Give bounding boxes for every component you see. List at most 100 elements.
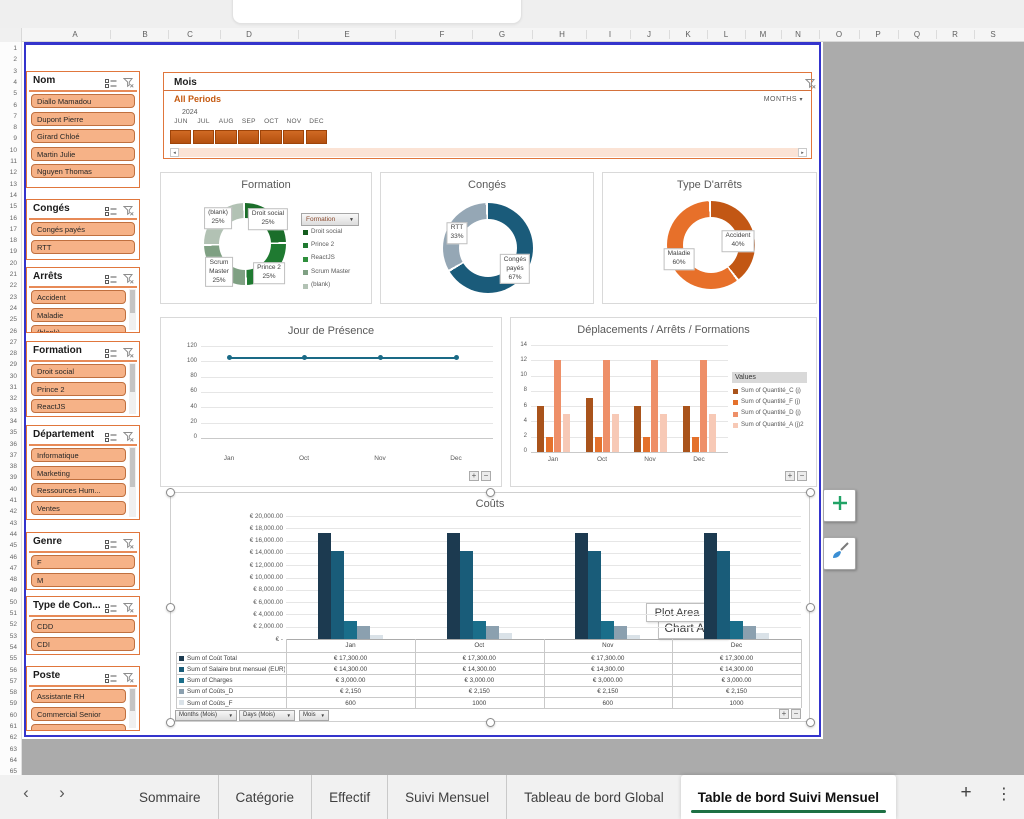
chart-zoom-in-button[interactable]: + <box>469 471 479 481</box>
clear-filter-icon[interactable] <box>122 203 134 216</box>
insert-button[interactable] <box>823 489 856 522</box>
row-header-59[interactable]: 59 <box>9 700 17 708</box>
slicer-scrollbar-thumb[interactable] <box>130 290 135 313</box>
multi-select-icon[interactable] <box>105 671 117 683</box>
row-header-22[interactable]: 22 <box>9 282 17 290</box>
slicer-item-partial[interactable]: (blank) <box>31 325 126 332</box>
selection-handle[interactable] <box>165 717 175 727</box>
column-header-E[interactable]: E <box>344 30 350 39</box>
column-header-P[interactable]: P <box>875 30 881 39</box>
selection-handle[interactable] <box>165 602 175 612</box>
row-header-13[interactable]: 13 <box>9 180 17 188</box>
multi-select-icon[interactable] <box>105 204 117 216</box>
row-header-51[interactable]: 51 <box>9 610 17 617</box>
row-header-31[interactable]: 31 <box>9 384 17 391</box>
slicer-scrollbar-thumb[interactable] <box>130 448 135 487</box>
row-header-54[interactable]: 54 <box>9 643 17 651</box>
slicer-scrollbar[interactable] <box>129 289 136 330</box>
slicer-item[interactable]: M <box>31 572 135 587</box>
column-header-I[interactable]: I <box>608 30 612 39</box>
multi-select-icon[interactable] <box>105 272 117 284</box>
column-header-H[interactable]: H <box>559 30 565 39</box>
row-header-45[interactable]: 45 <box>9 542 17 550</box>
multi-select-icon[interactable] <box>105 430 117 442</box>
column-header-B[interactable]: B <box>142 30 148 39</box>
slicer-item[interactable]: Informatique <box>31 448 126 462</box>
row-header-33[interactable]: 33 <box>9 406 17 414</box>
column-header-N[interactable]: N <box>795 30 801 39</box>
timeline-month-segment[interactable] <box>305 130 327 144</box>
slicer-item[interactable]: Congés payés <box>31 222 135 236</box>
row-header-46[interactable]: 46 <box>9 553 17 561</box>
timeline-month-segment[interactable] <box>237 130 260 144</box>
row-header-34[interactable]: 34 <box>9 417 17 425</box>
slicer-item[interactable]: Girard Chloé <box>31 129 135 143</box>
row-header-24[interactable]: 24 <box>9 304 17 312</box>
multi-select-icon[interactable] <box>105 601 117 613</box>
chart-panel-couts[interactable]: Coûts Chart Area Plot Area € 20,000.00 € … <box>170 492 810 722</box>
slicer-item[interactable]: F <box>31 555 135 569</box>
row-header-6[interactable]: 6 <box>13 101 17 109</box>
row-header-3[interactable]: 3 <box>13 67 17 75</box>
column-header-K[interactable]: K <box>685 30 691 39</box>
row-header-48[interactable]: 48 <box>9 576 17 584</box>
slicer-scrollbar[interactable] <box>129 363 136 414</box>
multi-select-icon[interactable] <box>105 346 117 358</box>
row-header-65[interactable]: 65 <box>9 768 17 776</box>
row-header-14[interactable]: 14 <box>9 191 17 199</box>
format-button[interactable] <box>823 537 856 570</box>
row-header-37[interactable]: 37 <box>9 451 17 459</box>
row-header-50[interactable]: 50 <box>9 598 17 606</box>
clear-filter-icon[interactable] <box>122 345 134 358</box>
selection-handle[interactable] <box>805 602 815 612</box>
timeline-month-segment[interactable] <box>215 130 237 144</box>
row-header-55[interactable]: 55 <box>9 655 17 663</box>
row-header-8[interactable]: 8 <box>13 124 17 132</box>
slicer-item[interactable]: Commercial Senior <box>31 706 126 721</box>
row-header-19[interactable]: 19 <box>9 248 17 256</box>
row-header-9[interactable]: 9 <box>13 135 17 143</box>
timeline-scroll-right[interactable]: ▸ <box>798 148 807 157</box>
row-header-21[interactable]: 21 <box>9 271 17 278</box>
tabs-scroll-left-button[interactable]: ‹ <box>23 783 29 802</box>
row-header-32[interactable]: 32 <box>9 395 17 403</box>
sheet-tab-3[interactable]: Effectif <box>311 775 387 819</box>
row-header-28[interactable]: 28 <box>9 350 17 358</box>
chart-zoom-out-button[interactable]: − <box>481 471 491 481</box>
slicer-item[interactable]: Accident <box>31 290 126 304</box>
row-header-61[interactable]: 61 <box>9 723 17 730</box>
column-header-R[interactable]: R <box>952 30 958 39</box>
column-header-F[interactable]: F <box>439 30 445 39</box>
slicer-scrollbar[interactable] <box>129 447 136 517</box>
row-header-20[interactable]: 20 <box>9 259 17 267</box>
row-header-42[interactable]: 42 <box>9 508 17 516</box>
pivot-field-button[interactable]: Days (Mois) ▼ <box>239 709 295 721</box>
tabs-scroll-right-button[interactable]: › <box>59 783 65 802</box>
timeline-month-segment[interactable] <box>260 130 282 144</box>
clear-filter-icon[interactable] <box>122 670 134 683</box>
row-header-16[interactable]: 16 <box>9 214 17 222</box>
slicer-item-partial[interactable] <box>31 724 126 730</box>
slicer-item[interactable]: Dupont Pierre <box>31 111 135 126</box>
clear-filter-icon[interactable] <box>122 429 134 442</box>
row-header-43[interactable]: 43 <box>9 519 17 527</box>
slicer-item[interactable]: Droit social <box>31 364 126 378</box>
row-header-10[interactable]: 10 <box>9 146 17 154</box>
slicer-item[interactable]: Prince 2 <box>31 381 126 396</box>
timeline-month-segment[interactable] <box>170 130 192 144</box>
row-header-58[interactable]: 58 <box>9 689 17 697</box>
add-sheet-button[interactable]: + <box>960 782 972 803</box>
row-header-40[interactable]: 40 <box>9 485 17 493</box>
slicer-item[interactable]: Assistante RH <box>31 689 126 703</box>
row-header-44[interactable]: 44 <box>9 530 17 538</box>
column-header-M[interactable]: M <box>759 30 767 39</box>
row-header-4[interactable]: 4 <box>13 78 17 86</box>
more-sheets-button[interactable]: ⋮ <box>996 786 1012 803</box>
sheet-tab-4[interactable]: Suivi Mensuel <box>387 775 506 819</box>
selection-handle[interactable] <box>165 487 175 497</box>
selection-handle[interactable] <box>805 487 815 497</box>
column-header-L[interactable]: L <box>723 30 729 39</box>
row-header-15[interactable]: 15 <box>9 203 17 211</box>
column-header-S[interactable]: S <box>990 30 996 39</box>
selection-handle[interactable] <box>485 487 495 497</box>
